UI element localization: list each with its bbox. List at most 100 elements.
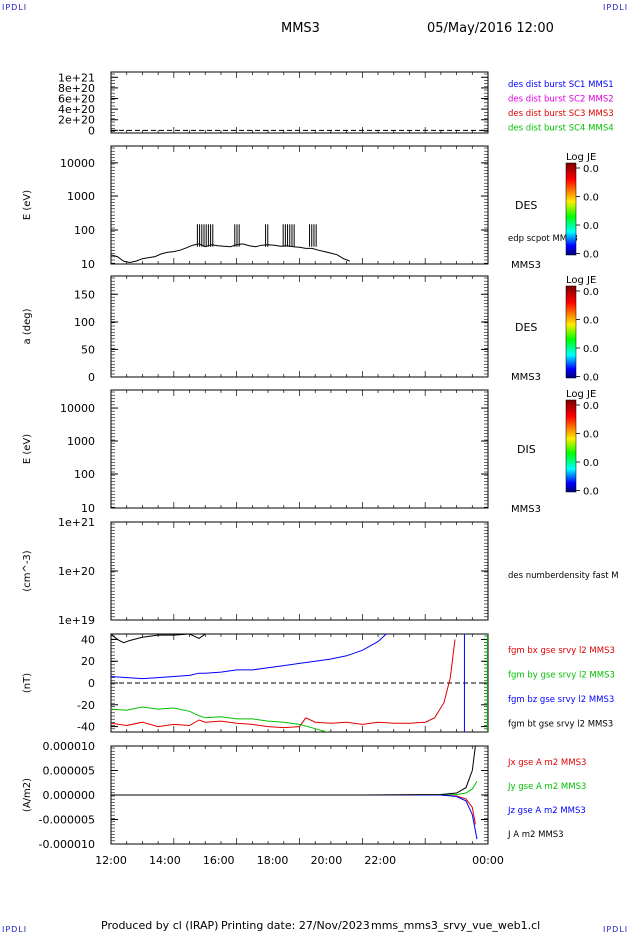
legend-label-b4: fgm bt gse srvy l2 MMS3 [508, 720, 613, 730]
colorbar-tick-label: 0.0 [583, 458, 599, 469]
colorbar-tick-label: 0.0 [583, 344, 599, 355]
y-tick-label: 10 [81, 258, 95, 271]
colorbar-tick-label: 0.0 [583, 250, 599, 261]
y-axis-label: (A/m2) [22, 778, 33, 812]
legend-label-2: des dist burst SC2 MMS2 [508, 95, 614, 105]
colorbar-tick-label: 0.0 [583, 401, 599, 412]
y-axis-label: E (eV) [22, 434, 33, 464]
colorbar-tick-label: 0.0 [583, 430, 599, 441]
footer-printing-date: Printing date: 27/Nov/2023 [221, 919, 370, 932]
y-tick-label: 100 [74, 316, 95, 329]
y-tick-label: -0.000010 [39, 838, 95, 851]
x-tick-label: 18:00 [257, 854, 289, 867]
y-tick-label: 4e+20 [58, 103, 95, 116]
panel-4-frame [110, 389, 489, 509]
y-tick-label: 40 [81, 633, 95, 646]
side-label-des: DES [515, 321, 537, 334]
current-line-green [111, 781, 478, 796]
legend-label-scpot: edp scpot MMS3 [508, 234, 578, 244]
y-tick-label: 10 [81, 502, 95, 515]
colorbar-tick-label: 0.0 [583, 487, 599, 498]
y-tick-label: 0.000005 [43, 765, 96, 778]
footer-produced: Produced by cl (IRAP) [101, 919, 219, 932]
bottom-right-corner-label: IPDLI [603, 925, 629, 934]
y-tick-label: 6e+20 [58, 93, 95, 106]
y-tick-label: 1e+19 [58, 614, 95, 627]
current-line-black [111, 746, 476, 796]
spacecraft-label: MMS3 [511, 504, 541, 515]
footer-filename: mms_mms3_srvy_vue_web1.cl [371, 919, 541, 932]
colorbar-tick-label: 0.0 [583, 164, 599, 175]
x-tick-label: 20:00 [311, 854, 343, 867]
legend-label-3: des dist burst SC3 MMS3 [508, 109, 614, 119]
spacecraft-title: MMS3 [281, 21, 320, 36]
legend-label-b1: fgm bx gse srvy l2 MMS3 [508, 646, 615, 656]
y-tick-label: 0 [88, 371, 95, 384]
legend-label-j4: J A m2 MMS3 [507, 830, 564, 840]
bfield-line-green [111, 706, 329, 732]
colorbar-tick-label: 0.0 [583, 316, 599, 327]
colorbar-tick-label: 0.0 [583, 287, 599, 298]
y-tick-label: 8e+20 [58, 82, 95, 95]
top-left-corner-label: IPDLI [2, 3, 28, 12]
y-tick-label: 0.000010 [43, 740, 96, 753]
x-tick-label: 22:00 [364, 854, 396, 867]
legend-label-density: des numberdensity fast M [508, 571, 619, 581]
panel-2-frame [110, 145, 489, 265]
colorbar-tick-label: 0.0 [583, 221, 599, 232]
x-tick-label: 16:00 [203, 854, 235, 867]
colorbar [565, 162, 577, 256]
y-tick-label: 20 [81, 655, 95, 668]
side-label-des: DES [515, 199, 537, 212]
y-tick-label: 10000 [60, 157, 95, 170]
y-axis-label: (cm^-3) [22, 550, 33, 591]
y-axis-label: a (deg) [22, 308, 33, 344]
y-tick-label: 1000 [67, 435, 95, 448]
colorbar-title: Log JE [566, 152, 596, 163]
y-tick-label: 1e+20 [58, 565, 95, 578]
y-tick-label: 1e+21 [58, 516, 95, 529]
y-tick-label: 2e+20 [58, 114, 95, 127]
y-tick-label: 150 [74, 288, 95, 301]
side-label-dis: DIS [517, 443, 536, 456]
legend-label-b3: fgm bz gse srvy l2 MMS3 [508, 695, 614, 705]
x-tick-label: 14:00 [149, 854, 181, 867]
x-tick-label: 12:00 [95, 854, 127, 867]
y-tick-label: 1000 [67, 190, 95, 203]
bfield-line-red [111, 639, 456, 729]
panel-5-frame [110, 521, 489, 621]
y-tick-label: 0.000000 [43, 789, 96, 802]
current-line-red [111, 794, 476, 825]
y-tick-label: 1e+21 [58, 71, 95, 84]
y-axis-label: E (eV) [22, 190, 33, 220]
y-tick-label: -20 [77, 699, 95, 712]
panel-1-frame [110, 71, 489, 134]
colorbar-tick-label: 0.0 [583, 193, 599, 204]
legend-label-b2: fgm by gse srvy l2 MMS3 [508, 671, 615, 681]
legend-label-j1: Jx gse A m2 MMS3 [507, 758, 586, 768]
scpot-line [110, 243, 350, 264]
top-right-corner-label: IPDLI [603, 3, 629, 12]
y-tick-label: -40 [77, 721, 95, 734]
x-tick-label: 00:00 [472, 854, 504, 867]
legend-label-4: des dist burst SC4 MMS4 [508, 124, 614, 134]
bottom-left-corner-label: IPDLI [2, 925, 28, 934]
legend-label-1: des dist burst SC1 MMS1 [508, 80, 614, 90]
bfield-line-blue [111, 634, 388, 680]
colorbar [565, 399, 577, 493]
colorbar-tick-label: 0.0 [583, 373, 599, 384]
date-title: 05/May/2016 12:00 [427, 21, 554, 36]
y-tick-label: 100 [74, 468, 95, 481]
bfield-line-black [111, 634, 213, 644]
y-axis-label: (nT) [22, 673, 33, 693]
panel-3-frame [110, 275, 489, 378]
colorbar [565, 285, 577, 379]
y-tick-label: -0.000005 [39, 814, 95, 827]
colorbar-title: Log JE [566, 389, 596, 400]
legend-label-j3: Jz gse A m2 MMS3 [507, 806, 586, 816]
colorbar-title: Log JE [566, 275, 596, 286]
legend-label-j2: Jy gse A m2 MMS3 [507, 782, 586, 792]
y-tick-label: 0 [88, 124, 95, 137]
y-tick-label: 0 [88, 677, 95, 690]
